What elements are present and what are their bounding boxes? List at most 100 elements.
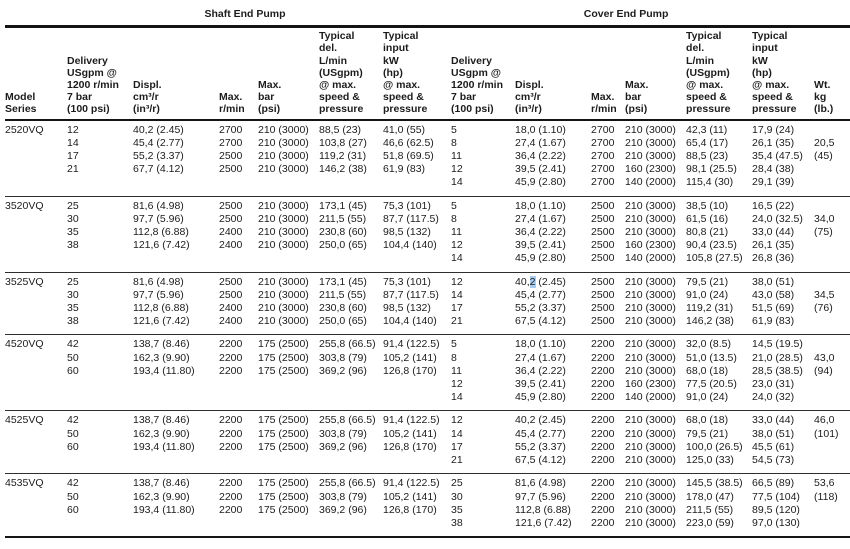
cell-cover-typical-input: 61,9 (83) (752, 315, 795, 328)
cell-shaft-typical-input (383, 252, 451, 272)
cell-model-series (5, 517, 67, 537)
cell-cover-max-bar: 140 (2000) (625, 176, 676, 189)
highlight-prefix-text: 40, (515, 275, 530, 288)
group-4525VQ: 4525VQ 42 138,7 (8.46) 2200 175 (2500) 255,8 … (5, 411, 850, 474)
cell-shaft-typical-delivery (319, 517, 383, 537)
cell-cover-displacement: 18,0 (1.10) (515, 123, 566, 136)
cell-cover-typical-delivery: 80,8 (21) (686, 226, 729, 239)
cell-shaft-displacement: 193,4 (11.80) (133, 440, 195, 453)
cell-weight (814, 517, 850, 537)
cell-shaft-max-bar (258, 517, 319, 537)
cell-cover-displacement: 40,2 (2.45) (515, 414, 566, 427)
table-row: 60 193,4 (11.80) 2200 175 (2500) 369,2 (96) 1… (5, 441, 850, 454)
cell-shaft-delivery: 50 (67, 427, 79, 440)
cell-shaft-max-rpm: 2200 (219, 440, 243, 453)
table-row: 50 162,3 (9.90) 2200 175 (2500) 303,8 (79) 10… (5, 352, 850, 365)
cell-cover-delivery: 8 (451, 136, 457, 149)
cell-cover-typical-delivery: 68,0 (18) (686, 414, 729, 427)
cell-model-series (5, 226, 67, 239)
cell-model-series: 4520VQ (5, 338, 44, 351)
cell-weight (814, 239, 850, 252)
cell-shaft-delivery: 60 (67, 364, 79, 377)
cell-weight (814, 196, 850, 213)
section-title-cover-label: Cover End Pump (583, 8, 669, 20)
cell-weight (814, 252, 850, 272)
cell-cover-delivery: 8 (451, 212, 457, 225)
cell-cover-typical-delivery: 146,2 (38) (686, 315, 734, 328)
col-header-cover-max-bar: Max. bar (psi) (625, 26, 687, 121)
cell-model-series (5, 491, 67, 504)
section-title-shaft-end-pump: Shaft End Pump (5, 3, 452, 29)
section-title-row: Shaft End Pump Cover End Pump (5, 3, 850, 29)
cell-shaft-typical-input: 91,4 (122.5) (383, 414, 440, 427)
cell-shaft-max-rpm (219, 252, 258, 272)
cell-shaft-delivery: 14 (67, 136, 79, 149)
cell-shaft-typical-delivery: 303,8 (79) (319, 427, 367, 440)
cell-cover-typical-input: 16,5 (22) (752, 199, 795, 212)
cell-cover-delivery: 17 (451, 440, 463, 453)
col-header-shaft-delivery: Delivery USgpm @ 1200 r/min 7 bar (100 p… (67, 26, 133, 121)
cell-shaft-delivery (67, 391, 133, 411)
cell-cover-max-bar: 210 (3000) (625, 226, 676, 239)
cell-shaft-max-bar (258, 252, 319, 272)
cell-shaft-displacement (133, 391, 219, 411)
cell-cover-typical-delivery: 88,5 (23) (686, 150, 729, 163)
cell-shaft-delivery: 38 (67, 315, 79, 328)
cell-shaft-max-bar (258, 454, 319, 474)
cell-shaft-displacement: 81,6 (4.98) (133, 199, 184, 212)
cell-shaft-typical-delivery: 369,2 (96) (319, 440, 367, 453)
table-row: 14 45,9 (2.80) 2700 140 (2000) 115,4 (30) 29,… (5, 176, 850, 196)
cell-cover-typical-delivery: 42,3 (11) (686, 123, 728, 136)
cell-shaft-delivery: 50 (67, 351, 79, 364)
cell-shaft-max-bar: 175 (2500) (258, 351, 309, 364)
cell-cover-displacement: 39,5 (2.41) (515, 239, 566, 252)
cell-cover-typical-input: 28,4 (38) (752, 163, 795, 176)
cell-shaft-delivery: 12 (67, 123, 79, 136)
cell-shaft-delivery (67, 176, 133, 196)
cell-cover-displacement: 97,7 (5.96) (515, 490, 566, 503)
cell-shaft-typical-input: 126,8 (170) (383, 440, 437, 453)
cell-shaft-displacement: 138,7 (8.46) (133, 414, 190, 427)
cell-cover-typical-input: 33,0 (44) (752, 226, 795, 239)
cell-shaft-delivery: 21 (67, 163, 79, 176)
cell-cover-typical-input: 26,8 (36) (752, 252, 795, 265)
cell-cover-displacement: 121,6 (7.42) (515, 516, 572, 529)
cell-cover-typical-delivery: 32,0 (8.5) (686, 338, 731, 351)
cell-shaft-displacement: 121,6 (7.42) (133, 315, 190, 328)
table-row: 60 193,4 (11.80) 2200 175 (2500) 369,2 (96) 1… (5, 365, 850, 378)
cell-shaft-typical-input (383, 176, 451, 196)
cell-shaft-delivery: 25 (67, 275, 79, 288)
cell-cover-typical-delivery: 61,5 (16) (686, 212, 729, 225)
cell-shaft-max-rpm: 2500 (219, 275, 243, 288)
cell-shaft-typical-input: 98,5 (132) (383, 302, 431, 315)
cell-shaft-typical-delivery: 146,2 (38) (319, 163, 367, 176)
cell-shaft-displacement (133, 252, 219, 272)
cell-cover-typical-delivery: 211,5 (55) (686, 503, 734, 516)
cell-shaft-max-bar (258, 378, 319, 391)
table-row: 2520VQ 12 40,2 (2.45) 2700 210 (3000) 88,5 (2… (5, 120, 850, 137)
col-header-cover-max-rpm: Max. r/min (591, 26, 626, 121)
table-row: 50 162,3 (9.90) 2200 175 (2500) 303,8 (79) 10… (5, 428, 850, 441)
cell-shaft-max-rpm (219, 176, 258, 196)
table-row: 17 55,2 (3.37) 2500 210 (3000) 119,2 (31) 51,… (5, 150, 850, 163)
cell-cover-max-bar: 210 (3000) (625, 136, 676, 149)
cell-model-series (5, 176, 67, 196)
cell-cover-max-bar: 210 (3000) (625, 338, 676, 351)
cell-model-series (5, 315, 67, 335)
cell-cover-max-bar: 210 (3000) (625, 351, 676, 364)
cell-cover-typical-delivery: 178,0 (47) (686, 490, 734, 503)
cell-cover-typical-input: 66,5 (89) (752, 477, 795, 490)
cell-shaft-typical-delivery: 255,8 (66.5) (319, 414, 376, 427)
cell-shaft-delivery: 60 (67, 440, 79, 453)
cell-model-series (5, 163, 67, 176)
cell-shaft-displacement: 162,3 (9.90) (133, 427, 190, 440)
col-header-cover-displacement: Displ. cm³/r (in³/r) (515, 26, 592, 121)
cell-shaft-delivery: 42 (67, 414, 79, 427)
cell-cover-displacement: 39,5 (2.41) (515, 378, 566, 391)
cell-cover-delivery: 5 (451, 338, 457, 351)
cell-cover-displacement: 45,9 (2.80) (515, 252, 566, 265)
cell-cover-displacement: 67,5 (4.12) (515, 315, 566, 328)
cell-shaft-max-rpm: 2700 (219, 123, 243, 136)
cell-cover-typical-input: 29,1 (39) (752, 176, 795, 189)
cell-shaft-displacement: 162,3 (9.90) (133, 490, 190, 503)
